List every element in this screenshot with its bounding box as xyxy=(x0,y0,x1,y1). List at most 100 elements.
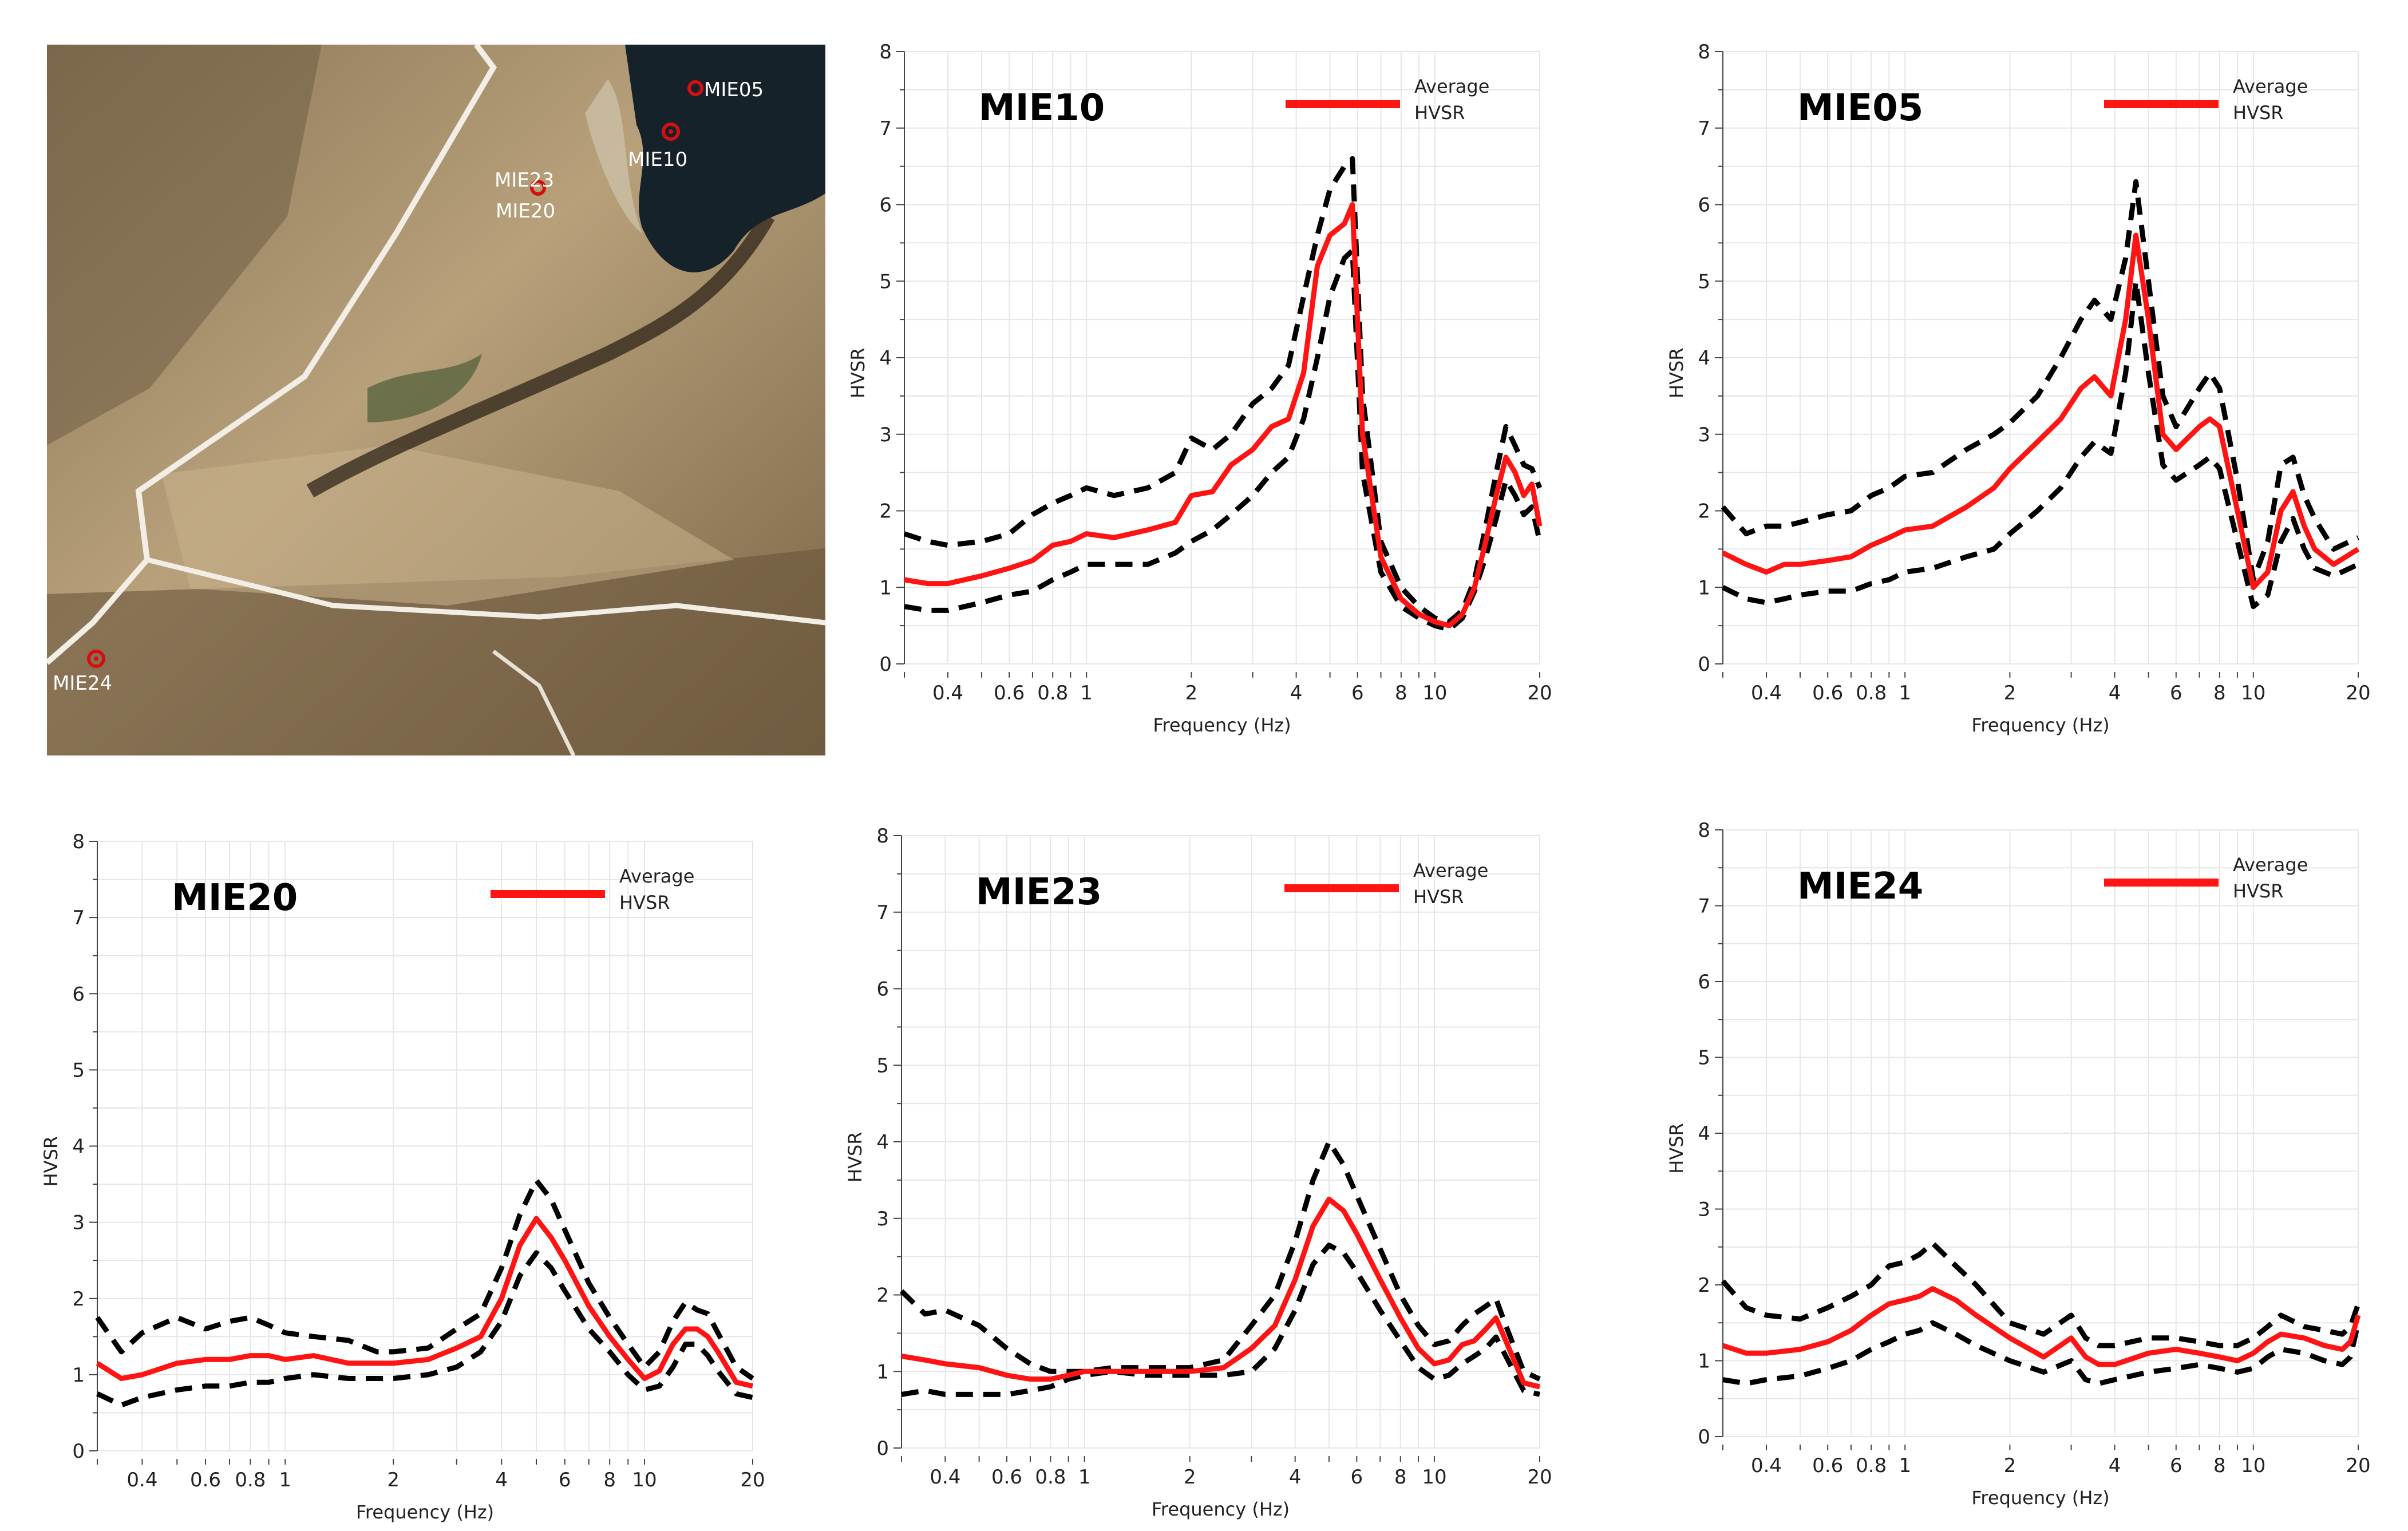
y-tick-label: 3 xyxy=(876,1208,889,1231)
chart-title: MIE23 xyxy=(976,871,1102,913)
y-tick-label: 6 xyxy=(1698,194,1710,217)
legend-label: HVSR xyxy=(1413,886,1464,908)
chart-mie20: 0 1 2 3 4 5 6 7 8 0.4 0.6 0.8 1 2 4 6 8 10 20 Frequency (Hz… xyxy=(34,824,770,1531)
x-tick-label: 10 xyxy=(632,1469,657,1492)
x-axis-label: Frequency (Hz) xyxy=(1971,1487,2109,1509)
y-tick-label: 7 xyxy=(1698,117,1710,140)
y-tick-label: 0 xyxy=(72,1440,85,1463)
y-tick-label: 8 xyxy=(879,41,892,64)
y-axis-label: HVSR xyxy=(847,348,869,399)
site-marker xyxy=(662,122,680,141)
x-tick-label: 4 xyxy=(2109,1454,2121,1477)
y-tick-label: 2 xyxy=(1698,500,1710,523)
x-tick-label: 10 xyxy=(2241,682,2265,705)
x-tick-label: 0.4 xyxy=(930,1466,960,1489)
chart-mie10: 0 1 2 3 4 5 6 7 8 0.4 0.6 0.8 1 2 4 6 8 10 20 Frequency (Hz… xyxy=(841,34,1557,744)
map-road xyxy=(492,650,576,755)
chart-mie24: 0 1 2 3 4 5 6 7 8 0.4 0.6 0.8 1 2 4 6 8 10 20 Frequency (Hz… xyxy=(1660,813,2375,1517)
y-tick-label: 2 xyxy=(1698,1274,1710,1297)
x-tick-label: 0.8 xyxy=(1856,682,1887,705)
legend-label: Average xyxy=(619,865,694,887)
y-axis-label: HVSR xyxy=(844,1132,866,1183)
legend-label: HVSR xyxy=(619,892,670,913)
legend-label: Average xyxy=(2233,854,2308,876)
site-marker xyxy=(669,129,673,134)
y-tick-label: 2 xyxy=(876,1284,889,1307)
map-sea xyxy=(625,45,825,272)
chart-title: MIE05 xyxy=(1797,87,1923,129)
x-tick-label: 4 xyxy=(2109,682,2121,705)
series-average-hvsr xyxy=(904,202,1543,628)
chart-svg: 0 1 2 3 4 5 6 7 8 0.4 0.6 0.8 1 2 4 6 8 10 20 Frequency (Hz… xyxy=(1666,41,2371,736)
map-rocky-shore xyxy=(585,79,642,234)
x-tick-label: 6 xyxy=(1351,682,1364,705)
x-tick-label: 10 xyxy=(2241,1454,2265,1477)
y-tick-label: 2 xyxy=(879,500,892,523)
y-axis-label: HVSR xyxy=(1666,1123,1687,1174)
x-tick-label: 1 xyxy=(1078,1466,1091,1489)
site-marker xyxy=(94,656,98,661)
site-marker xyxy=(87,650,105,668)
site-label: MIE23 xyxy=(495,169,554,192)
y-tick-label: 1 xyxy=(1698,1350,1710,1373)
site-label: MIE05 xyxy=(704,78,764,101)
chart-title: MIE20 xyxy=(172,877,298,919)
series-lower-bound xyxy=(901,1243,1541,1397)
series-upper-bound xyxy=(1721,179,2359,583)
legend-label: Average xyxy=(1414,76,1489,97)
y-tick-label: 4 xyxy=(1698,1122,1710,1145)
y-tick-label: 0 xyxy=(1698,653,1710,676)
y-tick-label: 1 xyxy=(876,1360,889,1383)
x-tick-label: 20 xyxy=(1527,682,1552,705)
site-label: MIE20 xyxy=(496,200,555,223)
site-marker xyxy=(530,180,546,196)
x-tick-label: 10 xyxy=(1422,682,1447,705)
y-tick-label: 3 xyxy=(1698,1198,1710,1221)
y-tick-label: 4 xyxy=(72,1136,85,1158)
x-tick-label: 8 xyxy=(2213,682,2226,705)
y-tick-label: 4 xyxy=(1698,347,1710,370)
legend-label: Average xyxy=(1413,860,1488,881)
x-tick-label: 20 xyxy=(2346,682,2370,705)
x-tick-label: 0.6 xyxy=(1812,682,1843,705)
chart-mie05: 0 1 2 3 4 5 6 7 8 0.4 0.6 0.8 1 2 4 6 8 10 20 Frequency (Hz… xyxy=(1660,34,2375,744)
chart-mie23: 0 1 2 3 4 5 6 7 8 0.4 0.6 0.8 1 2 4 6 8 10 20 Frequency (Hz… xyxy=(839,818,1557,1528)
x-tick-label: 0.4 xyxy=(1751,1454,1782,1477)
series-upper-bound xyxy=(903,156,1543,624)
legend-label: HVSR xyxy=(2233,102,2284,124)
y-tick-label: 5 xyxy=(1698,1047,1710,1070)
y-axis-label: HVSR xyxy=(40,1136,62,1187)
x-tick-label: 0.6 xyxy=(994,682,1025,705)
y-tick-label: 8 xyxy=(72,830,85,853)
y-tick-label: 6 xyxy=(1698,971,1710,994)
x-tick-label: 0.8 xyxy=(1035,1466,1066,1489)
x-tick-label: 2 xyxy=(1185,682,1198,705)
y-tick-label: 1 xyxy=(72,1364,85,1387)
map-terrain-dark xyxy=(47,45,322,445)
y-tick-label: 5 xyxy=(876,1054,889,1077)
chart-title: MIE10 xyxy=(979,87,1105,129)
site-marker xyxy=(687,80,703,96)
series-lower-bound xyxy=(1722,1320,2361,1386)
x-tick-label: 20 xyxy=(1527,1466,1552,1489)
x-tick-label: 0.6 xyxy=(1812,1454,1843,1477)
y-tick-label: 1 xyxy=(879,576,892,599)
y-tick-label: 5 xyxy=(1698,270,1710,293)
x-tick-label: 1 xyxy=(1899,682,1911,705)
x-tick-label: 0.6 xyxy=(190,1469,221,1492)
y-tick-label: 0 xyxy=(876,1437,889,1460)
y-tick-label: 5 xyxy=(879,270,892,293)
map-vegetation xyxy=(367,354,482,422)
x-tick-label: 1 xyxy=(1899,1454,1911,1477)
x-axis-label: Frequency (Hz) xyxy=(1152,1498,1290,1520)
legend-label: HVSR xyxy=(2233,880,2284,902)
y-axis-label: HVSR xyxy=(1666,348,1687,399)
y-tick-label: 1 xyxy=(1698,576,1710,599)
series-lower-bound xyxy=(1722,278,2359,610)
x-tick-label: 2 xyxy=(2004,682,2016,705)
x-tick-label: 2 xyxy=(2004,1454,2016,1477)
y-tick-label: 6 xyxy=(72,983,85,1006)
x-tick-label: 0.4 xyxy=(126,1469,157,1492)
series-upper-bound xyxy=(95,1177,754,1381)
y-tick-label: 8 xyxy=(876,825,889,848)
